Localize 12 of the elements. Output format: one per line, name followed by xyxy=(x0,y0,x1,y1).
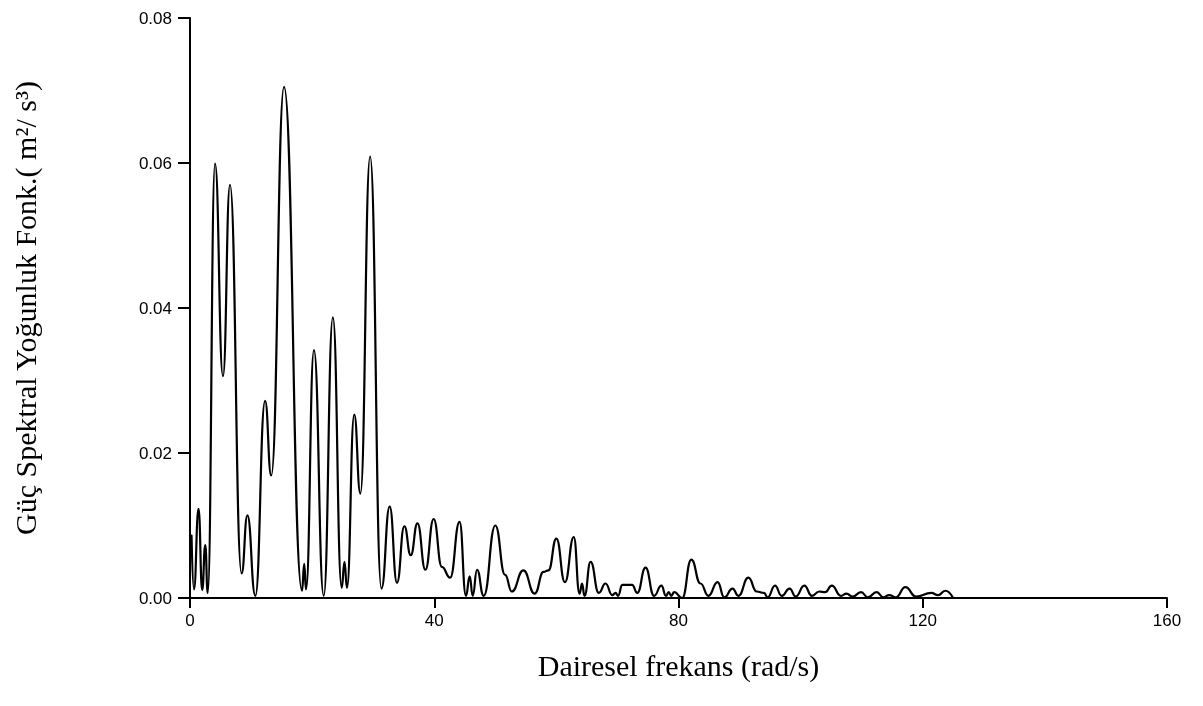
x-tick-label: 80 xyxy=(669,611,688,630)
x-tick-label: 120 xyxy=(908,611,937,630)
y-tick-label: 0.06 xyxy=(138,153,172,173)
y-tick-label: 0.02 xyxy=(138,443,172,463)
y-axis-title: Güç Spektral Yoğunluk Fonk.( m²/ s³) xyxy=(8,81,43,535)
y-tick-label: 0.00 xyxy=(138,588,172,608)
y-tick-label: 0.04 xyxy=(138,298,172,318)
x-tick-label: 0 xyxy=(185,611,195,630)
x-axis-title: Dairesel frekans (rad/s) xyxy=(537,648,820,683)
x-tick-label: 160 xyxy=(1152,611,1182,630)
y-tick-label: 0.08 xyxy=(138,8,172,28)
x-tick-label: 40 xyxy=(424,611,444,630)
